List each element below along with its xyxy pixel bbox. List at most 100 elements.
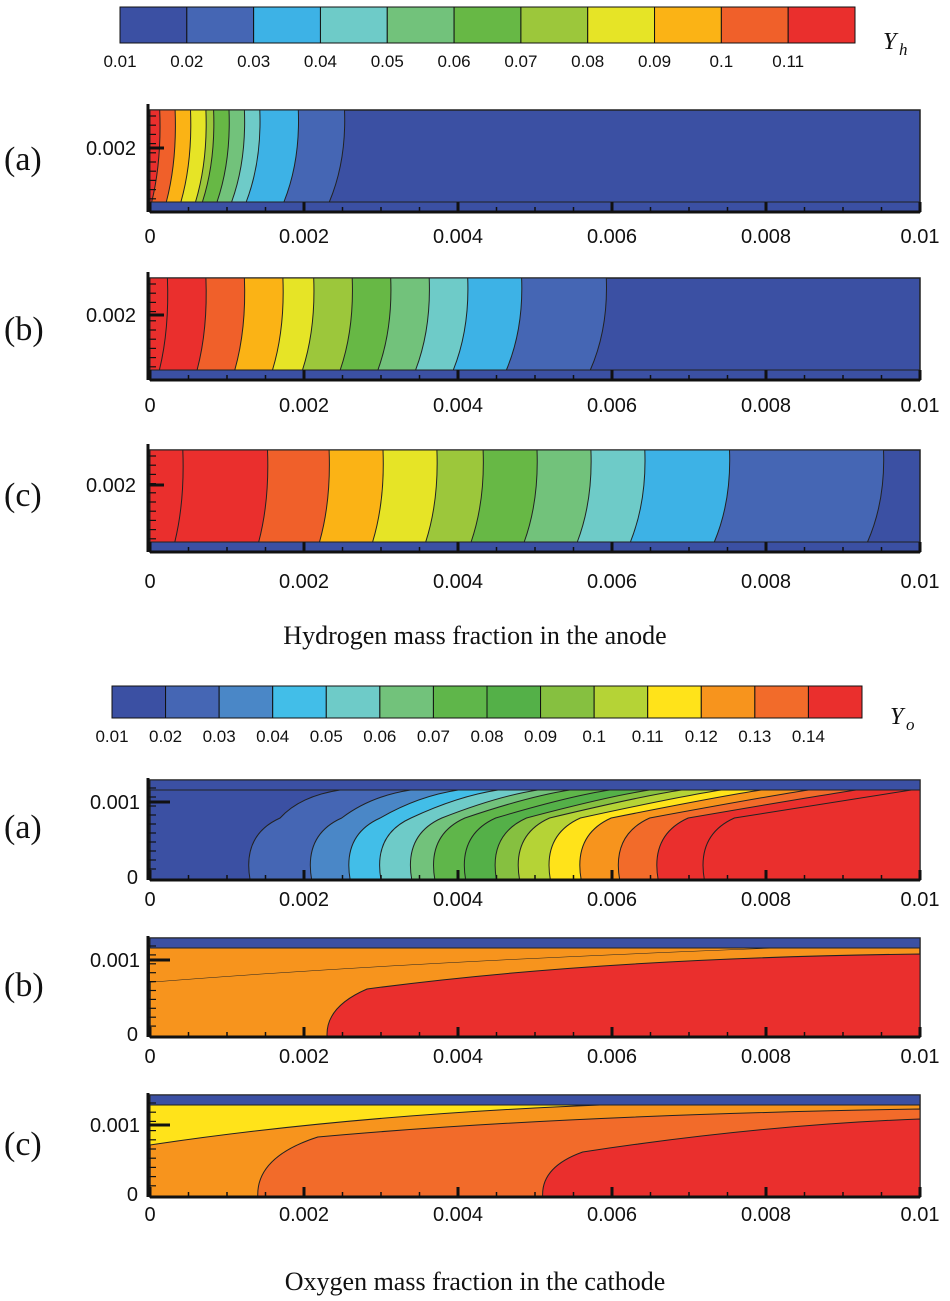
colorbar-tick-label: 0.14	[792, 727, 825, 746]
colorbar-1: 0.01 0.02 0.03 0.04 0.05 0.06 0.07 0.08 0.09 0.1 0…	[95, 685, 915, 746]
colorbar-tick-label: 0.08	[571, 52, 604, 71]
cathode-panel-0: 0.001 0 (a) 0 0.002 0.004 0.006 0.008 0.01	[4, 778, 939, 911]
colorbar-swatch	[165, 685, 220, 719]
colorbar-swatch	[654, 6, 722, 44]
membrane-strip	[149, 1094, 921, 1106]
cathode-panel-2: 0.001 0 (c) 0 0.002 0.004 0.006 0.008 0.01	[4, 1093, 939, 1226]
colorbar-tick-label: 0.09	[638, 52, 671, 71]
colorbar-tick-label: 0.06	[438, 52, 471, 71]
figure-layer: 0.01 0.02 0.03 0.04 0.05 0.06 0.07 0.08 0.09 0.1 0…	[4, 6, 939, 1296]
colorbar-tick-label: 0.01	[95, 727, 128, 746]
x-tick-label: 0	[144, 226, 155, 248]
contour-band	[326, 953, 921, 1038]
x-tick-label: 0.004	[433, 1204, 483, 1226]
x-tick-label: 0.01	[901, 889, 940, 911]
cathode-panel-1: 0.001 0 (b) 0 0.002 0.004 0.006 0.008 0.01	[4, 936, 939, 1068]
colorbar-swatch	[720, 6, 789, 44]
colorbar-tick-label: 0.07	[417, 727, 450, 746]
x-tick-label: 0.01	[901, 1046, 940, 1068]
anode-panel-1: 0.002 (b) 0 0.002 0.004 0.006 0.008 0.01	[4, 272, 939, 417]
colorbar-swatch	[453, 6, 522, 44]
colorbar-swatch	[486, 685, 542, 719]
x-tick-label: 0.006	[587, 889, 637, 911]
colorbar-swatch	[432, 685, 488, 719]
x-tick-label: 0.008	[741, 226, 791, 248]
y-tick-label: 0.002	[86, 138, 136, 160]
contour-band	[150, 948, 770, 982]
y-tick-label: 0.001	[90, 792, 140, 814]
colorbar-swatch	[325, 685, 381, 719]
x-tick-label: 0.006	[587, 1046, 637, 1068]
x-tick-label: 0.006	[587, 1204, 637, 1226]
colorbar-swatch	[386, 6, 455, 44]
contour-band	[702, 789, 921, 881]
colorbar-swatch	[647, 685, 702, 719]
membrane-strip	[149, 937, 921, 949]
colorbar-tick-label: 0.13	[738, 727, 771, 746]
colorbar-tick-label: 0.02	[170, 52, 203, 71]
colorbar-tick-label: 0.11	[632, 727, 664, 746]
colorbar-tick-label: 0.09	[524, 727, 557, 746]
x-tick-label: 0.006	[587, 226, 637, 248]
panel-label: (b)	[4, 311, 44, 348]
x-tick-label: 0.004	[433, 571, 483, 593]
x-tick-label: 0.002	[279, 571, 329, 593]
colorbar-tick-label: 0.04	[256, 727, 289, 746]
x-tick-label: 0.01	[901, 571, 940, 593]
colorbar-swatch	[253, 6, 321, 44]
panel-label: (c)	[4, 477, 42, 514]
x-tick-label: 0.008	[741, 1046, 791, 1068]
colorbar-tick-label: 0.03	[237, 52, 270, 71]
colorbar-swatch	[379, 685, 434, 719]
x-tick-label: 0.008	[741, 1204, 791, 1226]
x-tick-label: 0.004	[433, 226, 483, 248]
contour-band	[149, 1104, 601, 1146]
colorbar-swatch	[807, 685, 863, 719]
x-tick-label: 0.008	[741, 571, 791, 593]
colorbar-tick-label: 0.06	[363, 727, 396, 746]
anode-panel-2: 0.002 (c) 0 0.002 0.004 0.006 0.008 0.01	[4, 444, 939, 593]
x-tick-label: 0.002	[279, 889, 329, 911]
colorbar-tick-label: 0.03	[203, 727, 236, 746]
x-tick-label: 0.004	[433, 889, 483, 911]
colorbar-subscript: o	[906, 715, 915, 734]
cathode-caption: Oxygen mass fraction in the cathode	[285, 1267, 666, 1296]
panel-label: (a)	[4, 141, 42, 178]
colorbar-subscript: h	[899, 40, 908, 59]
x-tick-label: 0.002	[279, 395, 329, 417]
x-tick-label: 0.004	[433, 1046, 483, 1068]
y-tick-label: 0.002	[86, 475, 136, 497]
colorbar-swatch	[754, 685, 809, 719]
y-tick-label: 0.002	[86, 305, 136, 327]
y-tick-label: 0	[127, 867, 138, 889]
membrane-strip	[149, 779, 921, 791]
colorbar-tick-label: 0.12	[685, 727, 718, 746]
colorbar-tick-label: 0.1	[710, 52, 734, 71]
x-tick-label: 0.002	[279, 226, 329, 248]
contour-band	[149, 449, 184, 543]
x-tick-label: 0.002	[279, 1046, 329, 1068]
y-tick-label: 0.001	[90, 950, 140, 972]
x-tick-label: 0.002	[279, 1204, 329, 1226]
anode-panel-0: 0.002 (a) 0 0.002 0.004 0.006 0.008 0.01	[4, 104, 939, 248]
colorbar-swatch	[540, 685, 595, 719]
x-tick-label: 0	[144, 571, 155, 593]
x-tick-label: 0.006	[587, 395, 637, 417]
colorbar-tick-label: 0.04	[304, 52, 337, 71]
x-tick-label: 0.008	[741, 889, 791, 911]
anode-caption: Hydrogen mass fraction in the anode	[283, 621, 666, 650]
colorbar-tick-label: 0.07	[504, 52, 537, 71]
colorbar-swatch	[319, 6, 388, 44]
colorbar-tick-label: 0.05	[371, 52, 404, 71]
x-tick-label: 0	[144, 889, 155, 911]
colorbar-swatch	[272, 685, 327, 719]
x-tick-label: 0.01	[901, 226, 940, 248]
colorbar-tick-label: 0.01	[103, 52, 136, 71]
x-tick-label: 0	[144, 1046, 155, 1068]
colorbar-tick-label: 0.05	[310, 727, 343, 746]
y-tick-label: 0	[127, 1184, 138, 1206]
panel-label: (b)	[4, 967, 44, 1004]
colorbar-tick-label: 0.02	[149, 727, 182, 746]
colorbar-swatch	[186, 6, 255, 44]
